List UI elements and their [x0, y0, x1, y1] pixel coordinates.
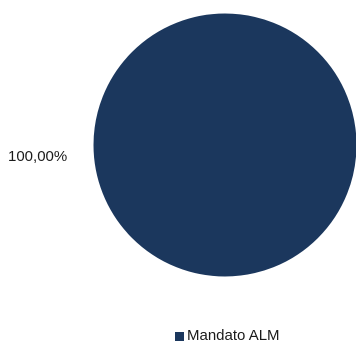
legend-swatch-mandato-alm — [175, 331, 184, 341]
slice-data-label: 100,00% — [8, 148, 68, 165]
pie-slice-mandato-alm — [92, 12, 356, 278]
pie-slices — [92, 12, 356, 278]
legend-label-mandato-alm: Mandato ALM — [187, 327, 280, 344]
legend: Mandato ALM — [175, 327, 280, 344]
